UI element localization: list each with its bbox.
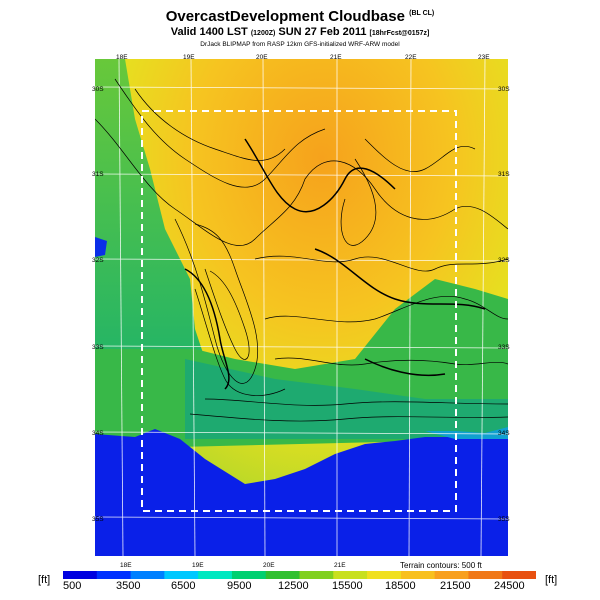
ocean — [95, 237, 107, 257]
lon-label: 20E — [256, 54, 268, 61]
bold-contours — [184, 138, 486, 390]
lat-label: 32S — [92, 257, 104, 264]
lat-label: 30S — [498, 86, 510, 93]
colorbar-swatch — [333, 571, 368, 579]
colorbar-swatch — [63, 571, 98, 579]
colorbar-label: 9500 — [227, 580, 252, 592]
lat-label: 30S — [92, 86, 104, 93]
map-title: OvercastDevelopment Cloudbase (BL CL) — [165, 8, 435, 25]
ocean — [95, 429, 508, 556]
lon-label: 21E — [334, 562, 346, 569]
lon-label: 19E — [192, 562, 204, 569]
colorbar-swatch — [198, 571, 233, 579]
colorbar-swatch — [164, 571, 199, 579]
lat-label: 35S — [92, 516, 104, 523]
colorbar-unit-left: [ft] — [38, 574, 51, 586]
colorbar-label: 12500 — [278, 580, 309, 592]
forecast-map — [95, 59, 508, 556]
colorbar-swatch — [400, 571, 436, 579]
lat-label: 33S — [92, 344, 104, 351]
colorbar-swatch — [130, 571, 165, 579]
lat-label: 31S — [92, 171, 104, 178]
colorbar-swatch — [434, 571, 469, 579]
lat-label: 32S — [498, 257, 510, 264]
graticule — [95, 59, 508, 556]
colorbar-swatch — [231, 571, 267, 579]
lat-label: 34S — [498, 430, 510, 437]
colorbar-swatch — [502, 571, 536, 579]
colorbar-label: 24500 — [494, 580, 525, 592]
terrain-note: Terrain contours: 500 ft — [400, 561, 482, 570]
inner-domain-box — [141, 110, 457, 512]
colorbar — [63, 571, 536, 579]
lon-label: 19E — [183, 54, 195, 61]
colorbar-swatch — [367, 571, 402, 579]
colorbar-swatch — [265, 571, 300, 579]
lon-label: 21E — [330, 54, 342, 61]
colorbar-label: 15500 — [332, 580, 363, 592]
lon-label: 20E — [263, 562, 275, 569]
south-coast-field-2 — [185, 359, 508, 439]
colorbar-label: 18500 — [385, 580, 416, 592]
lat-label: 34S — [92, 430, 104, 437]
west-coast-field — [95, 59, 215, 429]
lat-label: 33S — [498, 344, 510, 351]
ocean-shelf — [425, 427, 508, 439]
colorbar-label: 21500 — [440, 580, 471, 592]
valid-time: Valid 1400 LST (1200Z) SUN 27 Feb 2011 [… — [170, 26, 430, 38]
lon-label: 23E — [478, 54, 490, 61]
colorbar-swatch — [299, 571, 334, 579]
credits: DrJack BLIPMAP from RASP 12km GFS-initia… — [200, 41, 400, 48]
lon-label: 18E — [116, 54, 128, 61]
terrain-contours — [95, 78, 508, 422]
colorbar-swatch — [468, 571, 503, 579]
lon-label: 22E — [405, 54, 417, 61]
lat-label: 31S — [498, 171, 510, 178]
lon-label: 18E — [120, 562, 132, 569]
colorbar-label: 3500 — [116, 580, 141, 592]
colorbar-label: 500 — [63, 580, 82, 592]
lat-label: 35S — [498, 516, 510, 523]
colorbar-label: 6500 — [171, 580, 196, 592]
colorbar-swatch — [96, 571, 132, 579]
colorbar-unit-right: [ft] — [545, 574, 558, 586]
